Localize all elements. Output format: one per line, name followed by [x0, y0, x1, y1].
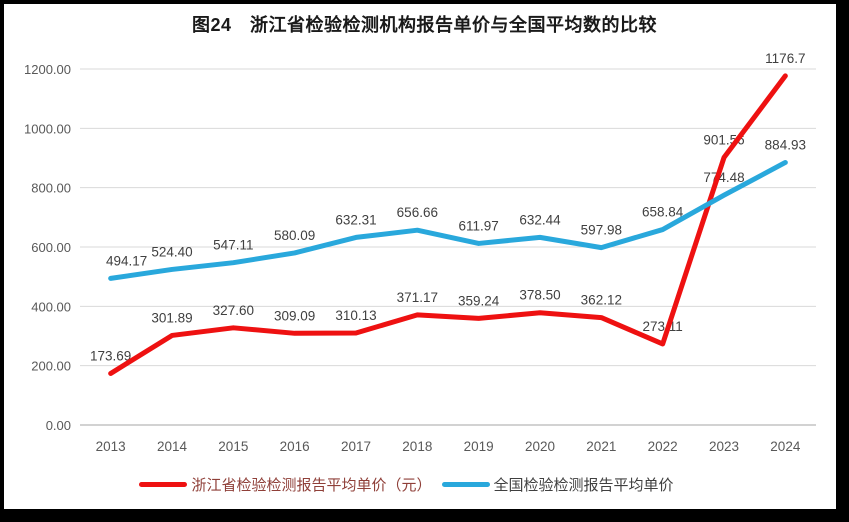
x-tick-label: 2021: [586, 439, 616, 454]
data-label-zhejiang: 310.13: [335, 308, 376, 323]
data-label-national: 774.48: [703, 170, 744, 185]
data-label-zhejiang: 301.89: [151, 310, 192, 325]
x-tick-label: 2015: [218, 439, 248, 454]
data-label-zhejiang: 378.50: [519, 288, 560, 303]
x-tick-label: 2023: [709, 439, 739, 454]
y-tick-label: 200.00: [31, 359, 71, 374]
legend-label-national: 全国检验检测报告平均单价: [493, 477, 674, 494]
data-label-zhejiang: 362.12: [581, 293, 622, 308]
x-tick-label: 2020: [525, 439, 555, 454]
chart-title: 图24 浙江省检验检测机构报告单价与全国平均数的比较: [191, 15, 658, 35]
legend-item-zhejiang: 浙江省检验检测报告平均单价（元）: [139, 474, 432, 495]
y-tick-label: 400.00: [31, 299, 71, 314]
x-tick-label: 2022: [648, 439, 678, 454]
y-tick-label: 600.00: [31, 240, 71, 255]
y-tick-label: 1200.00: [24, 62, 71, 77]
data-label-national: 597.98: [581, 223, 622, 238]
data-label-zhejiang: 359.24: [458, 293, 500, 308]
national-series-swatch: [441, 482, 490, 487]
data-label-national: 632.44: [519, 212, 561, 227]
y-tick-label: 0.00: [46, 418, 71, 433]
chart-legend: 浙江省检验检测报告平均单价（元） 全国检验检测报告平均单价: [0, 474, 831, 495]
x-tick-label: 2016: [280, 439, 310, 454]
zhejiang-series-swatch: [139, 482, 188, 487]
legend-label-zhejiang: 浙江省检验检测报告平均单价（元）: [191, 477, 432, 494]
legend-item-national: 全国检验检测报告平均单价: [441, 474, 674, 495]
data-label-national: 611.97: [459, 218, 499, 233]
x-tick-label: 2014: [157, 439, 188, 454]
data-label-zhejiang: 1176.7: [765, 51, 805, 66]
data-label-national: 580.09: [274, 228, 315, 243]
data-label-zhejiang: 309.09: [274, 308, 315, 323]
data-label-national: 547.11: [213, 238, 253, 253]
data-label-national: 524.40: [151, 244, 192, 259]
x-tick-label: 2013: [96, 439, 126, 454]
x-tick-label: 2024: [770, 439, 801, 454]
x-tick-label: 2018: [402, 439, 432, 454]
data-label-zhejiang: 273.11: [643, 319, 683, 334]
data-label-zhejiang: 173.69: [90, 348, 131, 363]
data-label-zhejiang: 327.60: [213, 303, 254, 318]
data-label-national: 632.31: [335, 212, 376, 227]
y-tick-label: 800.00: [31, 181, 71, 196]
x-tick-label: 2019: [464, 439, 494, 454]
data-label-national: 656.66: [397, 205, 438, 220]
data-label-national: 494.17: [106, 253, 147, 268]
y-tick-label: 1000.00: [24, 121, 71, 136]
series-line-national: [108, 159, 788, 281]
data-label-zhejiang: 371.17: [397, 290, 438, 305]
data-label-national: 658.84: [642, 205, 684, 220]
x-tick-label: 2017: [341, 439, 371, 454]
series-line-zhejiang: [108, 73, 788, 376]
data-label-national: 884.93: [765, 137, 806, 152]
